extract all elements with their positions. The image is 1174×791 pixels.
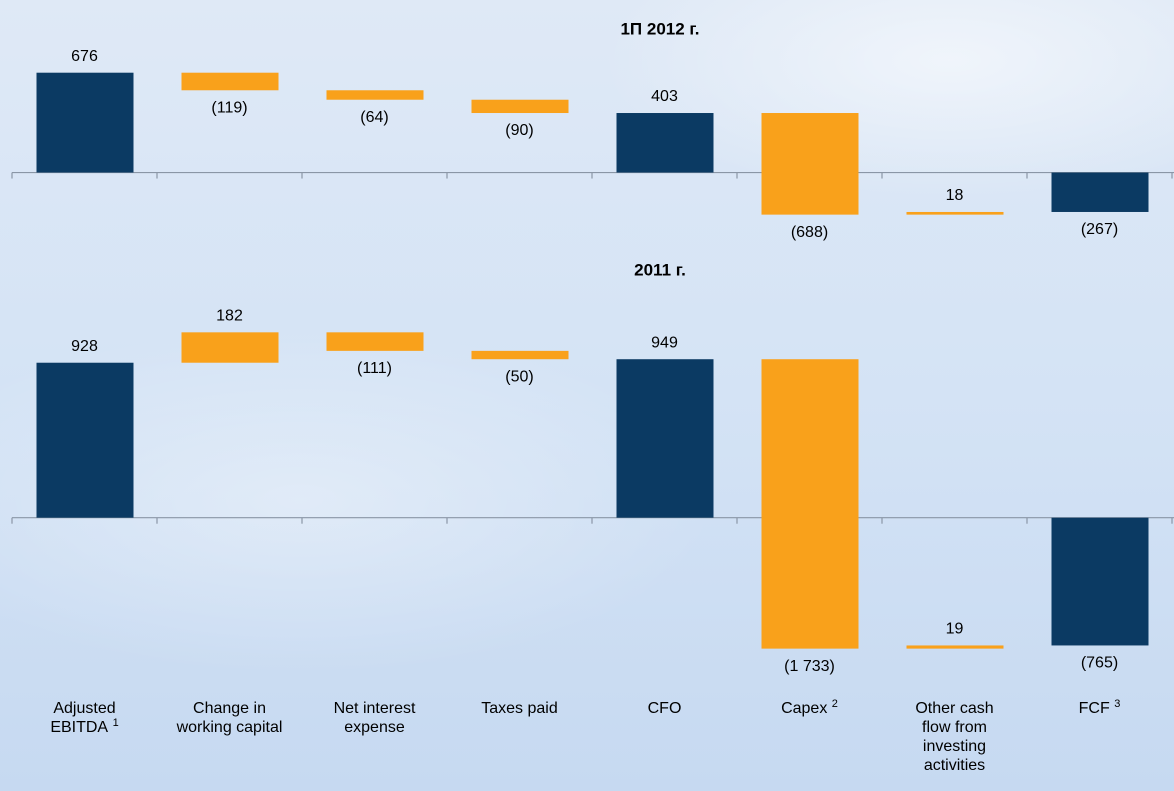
value-label: (119) <box>211 99 247 116</box>
bar <box>1051 172 1149 212</box>
value-label: (765) <box>1081 655 1118 672</box>
bar <box>36 362 134 518</box>
category-text: FCF <box>1078 700 1110 717</box>
bar <box>326 332 424 351</box>
category-text: Adjusted EBITDA <box>50 700 116 736</box>
x-tick-label: FCF 3 <box>1045 699 1155 718</box>
footnote-marker: 3 <box>1114 698 1121 710</box>
bar <box>471 99 569 114</box>
chart-title: 2011 г. <box>634 260 686 279</box>
bar <box>181 72 279 91</box>
value-label: (64) <box>360 109 388 126</box>
category-text: Other cash flow from investing activitie… <box>915 700 994 774</box>
bar <box>1051 517 1149 646</box>
value-label: (1 733) <box>784 658 835 675</box>
value-label: (90) <box>505 122 533 139</box>
value-label: 949 <box>651 334 678 351</box>
bar <box>761 359 859 649</box>
chart-title: 1П 2012 г. <box>620 19 699 38</box>
value-label: 19 <box>946 621 964 638</box>
footnote-marker: 1 <box>112 717 119 729</box>
x-tick-label: Capex 2 <box>755 699 865 718</box>
bar <box>761 113 859 215</box>
value-label: (50) <box>505 368 533 385</box>
footnote-marker: 2 <box>831 698 838 710</box>
x-tick-label: Other cash flow from investing activitie… <box>905 699 1005 775</box>
x-tick-label: Net interest expense <box>310 699 440 737</box>
category-text: Net interest expense <box>333 700 416 736</box>
bar <box>906 645 1004 649</box>
x-tick-label: Adjusted EBITDA 1 <box>30 699 140 737</box>
value-label: 18 <box>946 187 964 204</box>
bar <box>471 350 569 360</box>
x-tick-label: Change in working capital <box>165 699 295 737</box>
bar <box>181 332 279 363</box>
bar <box>36 72 134 173</box>
bar <box>906 211 1004 215</box>
value-label: 403 <box>651 88 678 105</box>
category-text: CFO <box>647 700 682 717</box>
category-text: Change in working capital <box>176 700 283 736</box>
category-text: Capex <box>781 700 828 717</box>
value-label: (267) <box>1081 221 1118 238</box>
value-label: 182 <box>216 308 243 325</box>
bar <box>616 359 714 518</box>
bar <box>326 90 424 100</box>
category-text: Taxes paid <box>481 700 558 717</box>
value-label: 676 <box>71 48 98 65</box>
x-tick-label: Taxes paid <box>455 699 585 718</box>
value-label: (688) <box>791 224 828 241</box>
value-label: 928 <box>71 338 98 355</box>
bar <box>616 113 714 173</box>
x-tick-label: CFO <box>610 699 720 718</box>
value-label: (111) <box>357 360 392 377</box>
